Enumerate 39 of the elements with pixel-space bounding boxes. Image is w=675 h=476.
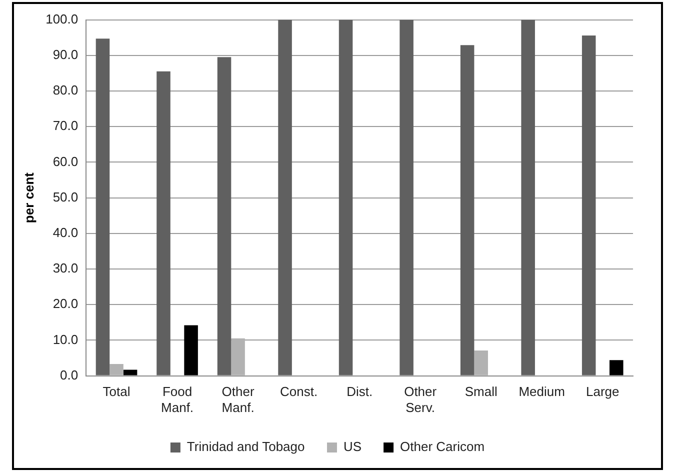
bar [338, 20, 353, 376]
y-tick-label: 20.0 [52, 296, 78, 312]
x-tick-label: Other Serv. [404, 384, 438, 415]
y-tick-label: 60.0 [52, 154, 78, 169]
bar [460, 45, 474, 376]
y-tick-label: 10.0 [52, 332, 78, 347]
x-tick-label: Dist. [346, 384, 373, 400]
y-tick-label: 0.0 [60, 367, 78, 382]
bar [610, 360, 624, 376]
bar [400, 20, 414, 376]
y-tick-label: 80.0 [52, 82, 78, 98]
bar [278, 20, 292, 376]
x-tick-label: Small [464, 384, 498, 400]
bar [474, 350, 488, 376]
legend-label: Other Caricom [400, 439, 485, 454]
bar [96, 38, 110, 376]
x-tick-label: Const. [280, 384, 318, 400]
bar [521, 20, 535, 376]
x-tick-label: Total [102, 384, 130, 400]
y-tick-label: 50.0 [52, 189, 78, 204]
y-tick-label: 90.0 [52, 46, 78, 62]
x-tick-label: Medium [518, 384, 565, 400]
bar [123, 370, 138, 376]
legend-label: US [343, 439, 362, 454]
bar [156, 71, 170, 376]
bar [582, 35, 596, 376]
bar [110, 364, 124, 376]
y-tick-label: 40.0 [52, 224, 78, 240]
x-tick-label: Large [586, 384, 620, 400]
y-axis-title: per cent [21, 172, 36, 224]
bar [184, 325, 198, 376]
y-tick-label: 70.0 [52, 118, 78, 134]
bar [231, 338, 245, 376]
x-tick-label: Other Manf. [222, 384, 255, 415]
bar [217, 57, 232, 376]
y-tick-label: 30.0 [52, 260, 78, 276]
x-tick-label: Food Manf. [161, 384, 194, 415]
y-tick-label: 100.0 [46, 11, 78, 26]
legend-label: Trinidad and Tobago [186, 439, 305, 454]
